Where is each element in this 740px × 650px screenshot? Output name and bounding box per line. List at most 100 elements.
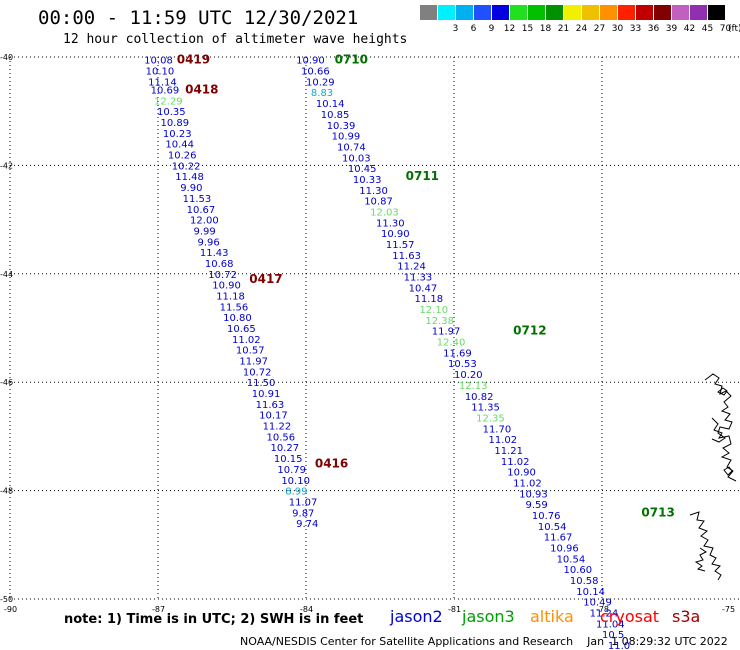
color-scale-label: 36	[647, 24, 660, 34]
wave-height-value: 11.21	[494, 446, 523, 457]
color-scale-label: 3	[452, 24, 459, 34]
wave-height-value: 11.02	[232, 335, 261, 346]
wave-height-value: 12.13	[459, 381, 488, 392]
wave-height-value: 10.90	[212, 281, 241, 292]
lon-tick-label: -87	[152, 605, 165, 614]
coastline	[689, 373, 737, 581]
wave-height-value: 11.97	[432, 327, 461, 338]
wave-height-value: 10.22	[172, 161, 201, 172]
pass-time-label: 0416	[315, 457, 348, 471]
wave-height-value: 10.44	[165, 140, 194, 151]
color-scale-label: 9	[488, 24, 495, 34]
wave-height-value: 10.54	[538, 522, 567, 533]
wave-height-value: 11.35	[471, 403, 500, 414]
satellite-legend-entry: jason2	[390, 607, 443, 626]
note-text: note: 1) Time is in UTC; 2) SWH is in fe…	[64, 612, 364, 627]
color-scale-swatch	[672, 5, 689, 20]
wave-height-value: 10.14	[576, 587, 605, 598]
wave-height-value: 10.49	[583, 598, 612, 609]
wave-height-value: 9.96	[197, 237, 219, 248]
color-scale-swatch	[438, 5, 455, 20]
wave-height-value: 10.90	[507, 468, 536, 479]
map-title: 00:00 - 11:59 UTC 12/30/2021	[38, 7, 359, 29]
color-scale-swatch	[654, 5, 671, 20]
color-scale-swatch	[600, 5, 617, 20]
wave-height-value: 11.56	[220, 302, 249, 313]
wave-height-value: 8.99	[285, 487, 307, 498]
pass-time-label: 0417	[249, 272, 282, 286]
color-scale-swatch	[456, 5, 473, 20]
wave-height-value: 10.10	[281, 476, 310, 487]
wave-height-value: 9.90	[180, 183, 202, 194]
wave-height-value: 11.53	[183, 194, 212, 205]
wave-height-value: 10.29	[306, 77, 335, 88]
wave-height-value: 10.20	[454, 370, 483, 381]
wave-height-value: 10.82	[465, 392, 494, 403]
lon-tick-label: -78	[596, 605, 609, 614]
wave-height-value: 10.33	[353, 175, 382, 186]
pass-time-label: 0713	[641, 505, 674, 519]
wave-height-value: 11.67	[544, 533, 573, 544]
lon-tick-label: -90	[4, 605, 17, 614]
wave-height-value: 10.14	[316, 99, 345, 110]
wave-height-value: 12.10	[419, 305, 448, 316]
wave-height-value: 11.30	[359, 186, 388, 197]
lat-tick-label: -40	[0, 53, 13, 62]
wave-height-value: 11.0	[608, 641, 630, 650]
satellite-legend-entry: s3a	[672, 607, 701, 626]
wave-height-value: 10.79	[277, 465, 306, 476]
wave-height-value: 11.69	[443, 348, 472, 359]
wave-height-value: 10.91	[252, 389, 281, 400]
wave-height-value: 10.87	[364, 197, 393, 208]
lat-tick-label: -48	[0, 487, 13, 496]
wave-height-value: 9.87	[292, 508, 314, 519]
lon-tick-label: -81	[448, 605, 461, 614]
wave-height-value: 10.35	[157, 107, 186, 118]
wave-height-value: 11.18	[216, 291, 245, 302]
pass-time-label: 0418	[185, 83, 218, 97]
footer-credit: NOAA/NESDIS Center for Satellite Applica…	[240, 635, 728, 648]
wave-height-value: 10.45	[348, 164, 377, 175]
color-scale-label: 6	[470, 24, 477, 34]
wave-height-value: 11.30	[376, 218, 405, 229]
wave-height-value: 11.02	[501, 457, 530, 468]
wave-height-value: 10.74	[337, 142, 366, 153]
wave-height-value: 10.39	[327, 121, 356, 132]
color-scale-swatch	[546, 5, 563, 20]
wave-height-value: 10.27	[270, 443, 299, 454]
color-scale-label: 30	[611, 24, 624, 34]
color-scale-label: 70	[719, 24, 732, 34]
wave-height-value: 10.54	[557, 554, 586, 565]
wave-height-value: 11.63	[392, 251, 421, 262]
wave-height-labels: 10.0810.1011.1410.6912.2910.3510.8910.23…	[144, 53, 675, 650]
wave-height-value: 10.68	[205, 259, 234, 270]
lon-tick-label: -84	[300, 605, 313, 614]
wave-height-value: 10.85	[321, 110, 350, 121]
wave-height-value: 10.26	[168, 151, 197, 162]
wave-height-value: 10.60	[563, 565, 592, 576]
wave-height-value: 10.72	[243, 367, 272, 378]
wave-height-value: 11.50	[247, 378, 276, 389]
wave-height-value: 11.70	[483, 424, 512, 435]
color-scale-swatch	[564, 5, 581, 20]
color-scale-label: 27	[593, 24, 606, 34]
wave-height-value: 12.00	[190, 216, 219, 227]
satellite-legend-entry: jason3	[462, 607, 515, 626]
wave-height-value: 10.10	[146, 67, 175, 78]
wave-height-value: 11.22	[263, 422, 292, 433]
wave-height-value: 10.90	[296, 56, 325, 67]
wave-height-value: 11.18	[415, 294, 444, 305]
wave-height-value: 11.97	[239, 357, 268, 368]
pass-time-label: 0712	[513, 324, 546, 338]
wave-height-value: 10.53	[448, 359, 477, 370]
color-scale-swatch	[420, 5, 437, 20]
wave-height-value: 10.47	[409, 283, 438, 294]
wave-height-value: 10.69	[151, 86, 180, 97]
wave-height-value: 9.74	[296, 519, 318, 530]
color-scale-swatch	[582, 5, 599, 20]
color-scale-swatch	[474, 5, 491, 20]
lat-lon-grid: -40 -42 -44 -46 -48 -50-90 -87 -84 -81 -78 -75	[0, 53, 740, 614]
color-scale-swatch	[510, 5, 527, 20]
pass-time-label: 0710	[335, 53, 368, 67]
